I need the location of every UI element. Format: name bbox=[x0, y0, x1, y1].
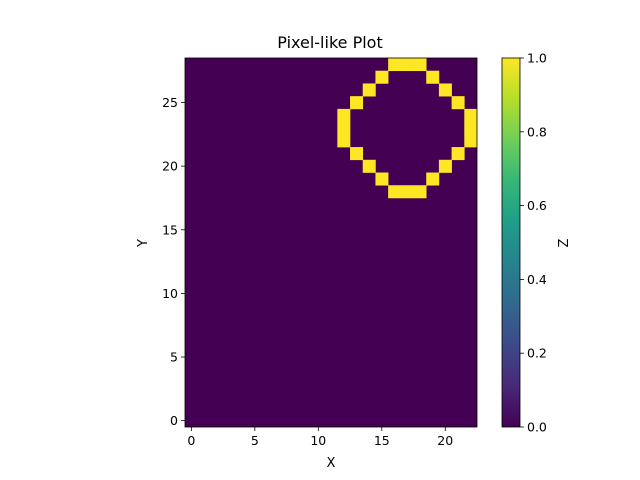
heatmap-background bbox=[185, 58, 477, 427]
heatmap-cell bbox=[438, 83, 452, 97]
heatmap-cell bbox=[464, 108, 478, 122]
heatmap-cell bbox=[400, 185, 414, 199]
y-tick-label: 15 bbox=[162, 222, 178, 237]
heatmap-cell bbox=[337, 108, 351, 122]
heatmap-cell bbox=[337, 134, 351, 148]
heatmap-cell bbox=[438, 159, 452, 173]
heatmap-cell bbox=[388, 185, 402, 199]
heatmap-cell bbox=[388, 58, 402, 72]
colorbar-tick-label: 0.4 bbox=[527, 272, 547, 287]
heatmap-cell bbox=[375, 172, 389, 186]
chart-title: Pixel-like Plot bbox=[277, 33, 382, 52]
y-tick-label: 20 bbox=[162, 159, 178, 174]
colorbar-label: Z bbox=[557, 238, 572, 247]
colorbar-tick-label: 1.0 bbox=[527, 51, 547, 66]
y-axis-label: Y bbox=[136, 239, 151, 248]
colorbar-gradient bbox=[501, 57, 521, 428]
heatmap-cell bbox=[362, 83, 376, 97]
heatmap-cell bbox=[337, 121, 351, 135]
heatmap-cell bbox=[375, 70, 389, 84]
y-tick-label: 0 bbox=[170, 413, 178, 428]
x-tick-label: 5 bbox=[251, 433, 259, 448]
heatmap-cell bbox=[362, 159, 376, 173]
heatmap-cell bbox=[413, 58, 427, 72]
x-tick-label: 10 bbox=[310, 433, 326, 448]
x-tick-label: 0 bbox=[187, 433, 195, 448]
colorbar-tick-label: 0.2 bbox=[527, 346, 547, 361]
plot-frame bbox=[184, 57, 478, 428]
heatmap-cell bbox=[400, 58, 414, 72]
heatmap-cell bbox=[350, 96, 364, 110]
colorbar-tick-label: 0.6 bbox=[527, 198, 547, 213]
colorbar-tick-label: 0.0 bbox=[527, 420, 547, 435]
y-tick-label: 10 bbox=[162, 286, 178, 301]
heatmap-cell bbox=[426, 172, 440, 186]
x-tick-label: 15 bbox=[374, 433, 390, 448]
heatmap-cell bbox=[350, 147, 364, 161]
x-axis-label: X bbox=[327, 456, 336, 471]
colorbar-tick-label: 0.8 bbox=[527, 124, 547, 139]
y-tick-label: 25 bbox=[162, 95, 178, 110]
heatmap-cell bbox=[464, 121, 478, 135]
plot-area bbox=[184, 57, 478, 428]
heatmap-cell bbox=[464, 134, 478, 148]
colorbar: 0.0 0.2 0.4 0.6 0.8 1.0 bbox=[501, 51, 547, 435]
x-axis: 0 5 10 15 20 bbox=[187, 427, 453, 448]
heatmap-cell bbox=[451, 96, 465, 110]
heatmap-cell bbox=[451, 147, 465, 161]
heatmap-cell bbox=[413, 185, 427, 199]
y-axis: 0 5 10 15 20 25 bbox=[162, 95, 185, 428]
x-tick-label: 20 bbox=[437, 433, 453, 448]
heatmap-cell bbox=[426, 70, 440, 84]
y-tick-label: 5 bbox=[170, 350, 178, 365]
